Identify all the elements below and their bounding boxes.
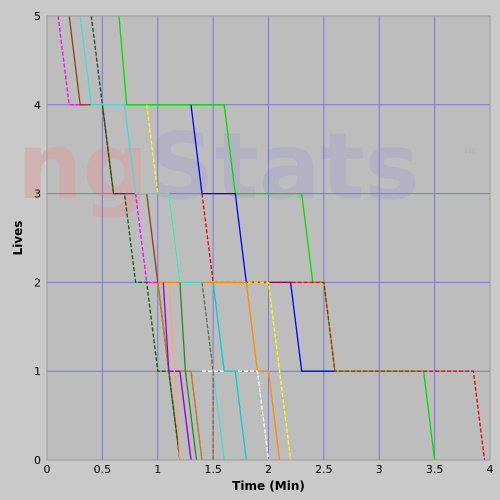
- y-tick-label: 5: [34, 10, 41, 23]
- watermark-stats: Stats: [148, 113, 419, 220]
- watermark-ng: ng: [17, 113, 148, 220]
- series-line-17: [179, 282, 198, 461]
- series-layer: [57, 15, 486, 461]
- x-tick-label: 2: [265, 463, 272, 476]
- x-tick-label: 3: [376, 463, 383, 476]
- x-tick-labels: 0 0.5 1 1.5 2 2.5 3 3.5 4: [44, 463, 494, 476]
- y-tick-label: 0: [34, 454, 41, 467]
- plot-border: [46, 15, 491, 461]
- x-tick-label: 0.5: [94, 463, 112, 476]
- x-axis-title: Time (Min): [232, 479, 305, 493]
- x-tick-label: 0: [44, 463, 51, 476]
- y-tick-label: 4: [34, 99, 41, 112]
- x-tick-label: 2.5: [315, 463, 333, 476]
- y-tick-label: 3: [34, 188, 41, 201]
- x-tick-label: 3.5: [426, 463, 444, 476]
- y-tick-labels: 0 1 2 3 4 5: [34, 10, 41, 467]
- series-line-14: [212, 282, 247, 461]
- x-tick-label: 1.5: [204, 463, 222, 476]
- series-line-6: [202, 370, 270, 461]
- axes: [46, 15, 491, 461]
- series-line-11: [79, 15, 225, 461]
- series-line-1: [118, 15, 436, 461]
- series-line-3: [201, 193, 486, 461]
- watermark: ngStats ™: [17, 113, 478, 220]
- watermark-text: ngStats: [17, 113, 419, 220]
- x-tick-label: 4: [487, 463, 494, 476]
- series-line-10: [90, 15, 181, 461]
- x-tick-label: 1: [154, 463, 161, 476]
- y-tick-label: 2: [34, 276, 41, 289]
- watermark-tm: ™: [462, 145, 478, 164]
- y-axis-title: Lives: [11, 221, 25, 256]
- y-tick-label: 1: [34, 365, 41, 378]
- series-line-16: [168, 282, 181, 461]
